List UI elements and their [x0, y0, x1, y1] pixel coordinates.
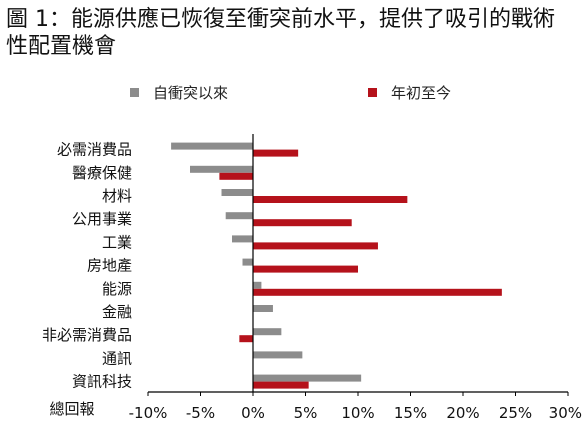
- bar-ytd-8: [239, 335, 253, 343]
- x-tick-label-4: 10%: [341, 404, 374, 422]
- legend-item-since-conflict: 自衝突以來: [130, 82, 228, 103]
- bar-since-conflict-5: [242, 258, 253, 266]
- bar-since-conflict-6: [253, 281, 262, 289]
- category-label-10: 資訊科技: [72, 373, 132, 391]
- bar-ytd-6: [253, 288, 502, 296]
- category-label-2: 材料: [102, 187, 132, 205]
- bar-since-conflict-3: [225, 212, 253, 220]
- category-label-3: 公用事業: [72, 210, 132, 228]
- legend-label-since-conflict: 自衝突以來: [153, 84, 229, 102]
- category-label-5: 房地產: [87, 257, 132, 275]
- legend: 自衝突以來 年初至今: [0, 82, 586, 104]
- category-label-6: 能源: [102, 280, 132, 298]
- chart-title: 圖 1：能源供應已恢復至衝突前水平，提供了吸引的戰術性配置機會: [6, 7, 555, 59]
- category-label-4: 工業: [102, 233, 132, 251]
- bar-ytd-4: [253, 242, 378, 250]
- bar-ytd-2: [253, 196, 408, 203]
- legend-swatch-red: [368, 88, 377, 97]
- category-label-8: 非必需消費品: [42, 326, 132, 344]
- bar-ytd-3: [253, 219, 352, 227]
- bar-since-conflict-0: [171, 142, 253, 150]
- bar-since-conflict-8: [253, 328, 282, 336]
- x-axis-label: 總回報: [49, 400, 94, 418]
- bar-since-conflict-10: [253, 374, 362, 382]
- legend-swatch-gray: [130, 88, 139, 97]
- category-label-9: 通訊: [102, 349, 132, 367]
- category-label-0: 必需消費品: [57, 141, 132, 159]
- bar-ytd-10: [253, 381, 309, 389]
- bar-since-conflict-9: [253, 351, 303, 359]
- x-tick-label-5: 15%: [394, 404, 427, 422]
- bar-since-conflict-7: [253, 305, 273, 312]
- x-tick-label-8: 30%: [549, 404, 582, 422]
- x-tick-label-6: 20%: [446, 404, 479, 422]
- x-tick-label-3: 5%: [294, 404, 318, 422]
- bar-ytd-1: [219, 172, 253, 180]
- x-tick-label-0: -10%: [129, 404, 168, 422]
- category-label-7: 金融: [102, 303, 132, 321]
- legend-item-ytd: 年初至今: [368, 82, 451, 103]
- bar-since-conflict-1: [190, 165, 253, 173]
- bar-ytd-0: [253, 149, 299, 157]
- x-tick-label-2: 0%: [241, 404, 265, 422]
- legend-label-ytd: 年初至今: [391, 84, 452, 102]
- x-tick-label-7: 25%: [499, 404, 532, 422]
- bar-since-conflict-2: [221, 189, 253, 196]
- category-label-1: 醫療保健: [72, 164, 132, 182]
- bar-since-conflict-4: [232, 235, 253, 243]
- x-tick-label-1: -5%: [186, 404, 215, 422]
- bar-ytd-5: [253, 265, 358, 273]
